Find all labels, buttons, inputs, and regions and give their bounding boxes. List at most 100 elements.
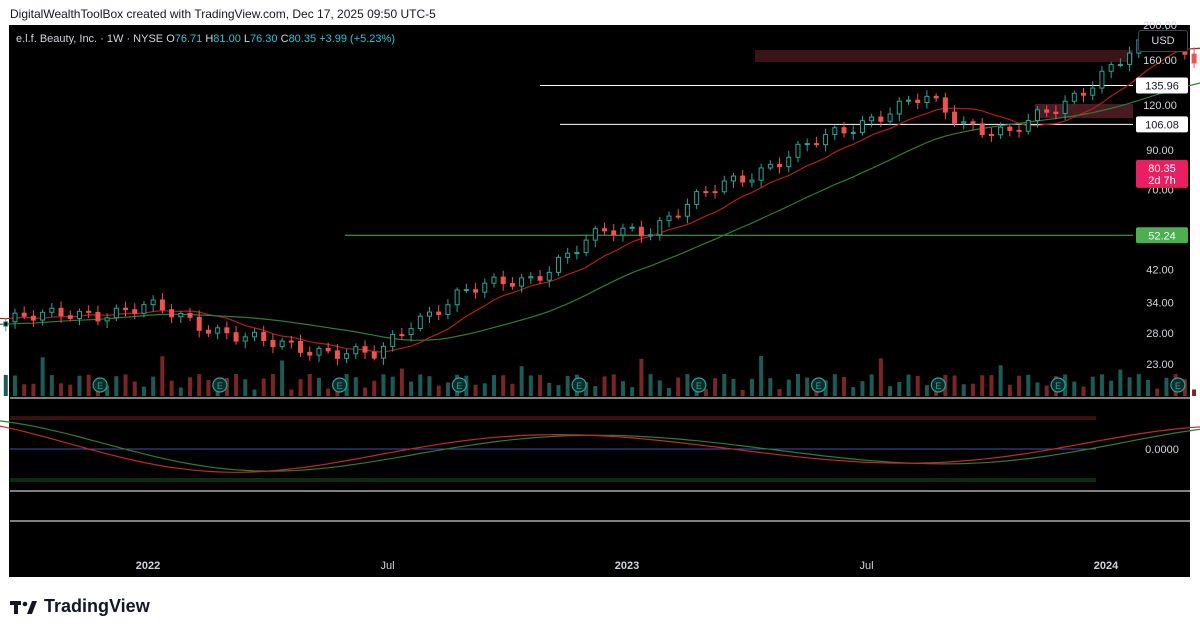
earnings-marker-icon — [212, 377, 228, 393]
candle-body — [592, 228, 598, 241]
candle-body — [537, 276, 543, 281]
candle-body — [288, 340, 294, 343]
volume-bar — [436, 385, 441, 396]
resistance-zone-upper — [755, 50, 1133, 62]
candle-body — [758, 167, 764, 181]
candle-body — [270, 340, 276, 348]
candle-body — [896, 100, 902, 115]
candle-body — [546, 271, 552, 281]
open-label: O — [166, 33, 175, 45]
candles — [3, 26, 1197, 366]
volume-bar — [888, 386, 893, 396]
candle-body — [1053, 111, 1059, 114]
volume-bar — [372, 380, 377, 396]
volume-bar — [390, 376, 395, 396]
candle-body — [804, 143, 810, 146]
volume-bar — [12, 375, 17, 396]
candle-body — [850, 131, 856, 134]
candle-body — [1081, 92, 1087, 96]
candle-body — [1062, 100, 1068, 114]
candle-body — [242, 336, 248, 342]
candle-body — [104, 317, 110, 322]
volume-bar — [399, 368, 404, 396]
candle-body — [675, 215, 681, 218]
x-tick-label: Jul — [380, 560, 394, 572]
earnings-marker-icon — [332, 377, 348, 393]
candle-body — [251, 331, 257, 338]
volume-bar — [160, 356, 165, 396]
candle-body — [205, 329, 211, 334]
candle-body — [150, 299, 156, 306]
level-tag-1 — [1136, 116, 1188, 133]
candle-body — [215, 327, 221, 334]
overbought-band — [10, 416, 1096, 420]
candle-body — [491, 276, 497, 284]
volume-bar — [648, 374, 653, 396]
candle-body — [712, 191, 718, 194]
oscillator-signal-line — [0, 425, 1200, 473]
candle-body — [399, 334, 405, 337]
volume-bar — [114, 376, 119, 396]
volume-bar — [602, 376, 607, 396]
earnings-marker-icon — [1170, 377, 1186, 393]
volume-bar — [86, 374, 91, 396]
volume-bar — [528, 375, 533, 396]
volume-bar — [722, 374, 727, 396]
candle-body — [823, 134, 829, 146]
volume-bar — [620, 381, 625, 396]
volume-bar — [1146, 379, 1151, 396]
candle-body — [528, 276, 534, 279]
earnings-marker-icon — [92, 377, 108, 393]
earnings-marker-label: E — [456, 381, 462, 391]
level-tag-label-0: 135.96 — [1145, 80, 1179, 92]
earnings-marker-label: E — [935, 381, 941, 391]
chart-panel[interactable] — [9, 25, 1134, 577]
earnings-marker-label: E — [1175, 381, 1181, 391]
candle-body — [970, 121, 976, 125]
volume-bar — [123, 374, 128, 396]
volume-bar — [860, 381, 865, 396]
candle-body — [159, 299, 165, 311]
candle-body — [961, 121, 967, 124]
candle-body — [224, 327, 230, 334]
volume-bar — [685, 374, 690, 396]
y-tick-label: 28.00 — [1146, 328, 1174, 340]
currency-button[interactable]: USD — [1138, 30, 1188, 52]
volume-bar — [980, 375, 985, 396]
tradingview-brand[interactable]: TradingView — [10, 596, 150, 617]
y-tick-label: 120.00 — [1143, 100, 1177, 112]
candle-body — [1099, 70, 1105, 89]
candle-body — [113, 307, 119, 319]
candle-body — [906, 99, 912, 102]
candle-body — [417, 315, 423, 330]
level-tag-label-1: 106.08 — [1145, 119, 1179, 131]
volume-bar — [740, 389, 745, 396]
oscillator-pane — [0, 397, 1200, 522]
candle-body — [261, 331, 267, 342]
volume-bar — [823, 380, 828, 396]
volume-bar — [906, 374, 911, 396]
volume-bar — [482, 383, 487, 396]
volume-bar — [731, 378, 736, 396]
candle-body — [21, 312, 27, 317]
candle-body — [30, 315, 36, 321]
y-axis-labels: 0.0000200.00160.00120.0090.0070.0042.003… — [1143, 20, 1179, 456]
earnings-marker-label: E — [816, 381, 822, 391]
candle-body — [279, 340, 285, 348]
volume-bar — [188, 377, 193, 396]
candle-body — [887, 113, 893, 122]
volume-bar — [565, 375, 570, 396]
volume-bar — [1109, 380, 1114, 396]
candle-body — [684, 203, 690, 217]
volume-bar — [657, 380, 662, 396]
volume-bar — [77, 375, 82, 396]
candle-body — [703, 191, 709, 194]
y-tick-label: 160.00 — [1143, 55, 1177, 67]
volume-bar — [749, 378, 754, 396]
volume-bar — [1044, 385, 1049, 396]
volume-bars — [3, 356, 1197, 396]
volume-bar — [924, 385, 929, 396]
candle-body — [869, 116, 875, 122]
candle-body — [316, 347, 322, 356]
